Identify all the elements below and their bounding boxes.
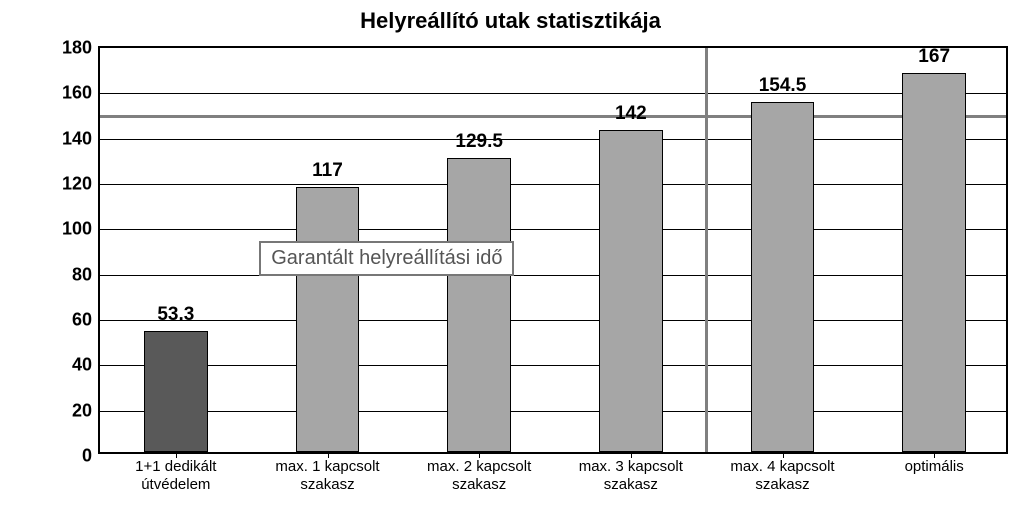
y-tick-label: 180	[62, 38, 100, 59]
bar: 129.5	[447, 158, 511, 452]
bar: 53.3	[144, 331, 208, 452]
gridline	[100, 184, 1006, 185]
y-tick-label: 140	[62, 128, 100, 149]
reference-line	[100, 115, 1006, 118]
chart-title: Helyreállító utak statisztikája	[0, 8, 1021, 34]
plot-area: 02040608010012014016018053.31+1 dedikált…	[98, 46, 1008, 454]
y-tick-label: 60	[72, 310, 100, 331]
bar: 142	[599, 130, 663, 452]
gridline	[100, 365, 1006, 366]
y-tick-label: 120	[62, 174, 100, 195]
x-tick-label: max. 4 kapcsolt szakasz	[730, 452, 834, 494]
bar-value-label: 53.3	[157, 304, 194, 332]
bar-value-label: 167	[918, 46, 950, 74]
gridline	[100, 229, 1006, 230]
bar: 154.5	[751, 102, 815, 452]
y-tick-label: 80	[72, 264, 100, 285]
x-tick-label: max. 2 kapcsolt szakasz	[427, 452, 531, 494]
bar: 167	[902, 73, 966, 452]
y-tick-label: 100	[62, 219, 100, 240]
gridline	[100, 139, 1006, 140]
bar-value-label: 117	[312, 160, 343, 188]
y-tick-label: 0	[82, 446, 100, 467]
y-tick-label: 20	[72, 400, 100, 421]
chart-container: Helyreállító utak statisztikája Helyreál…	[0, 0, 1021, 518]
y-tick-label: 40	[72, 355, 100, 376]
y-tick-label: 160	[62, 83, 100, 104]
annotation-box: Garantált helyreállítási idő	[259, 241, 514, 276]
bar-value-label: 142	[615, 103, 647, 131]
bar-value-label: 129.5	[455, 131, 503, 159]
bar-value-label: 154.5	[759, 75, 807, 103]
x-tick-label: 1+1 dedikált útvédelem	[135, 452, 216, 494]
gridline	[100, 275, 1006, 276]
x-tick-label: optimális	[905, 452, 964, 476]
gridline	[100, 411, 1006, 412]
gridline	[100, 93, 1006, 94]
x-tick-label: max. 1 kapcsolt szakasz	[275, 452, 379, 494]
vertical-separator-line	[705, 48, 708, 452]
x-tick-label: max. 3 kapcsolt szakasz	[579, 452, 683, 494]
gridline	[100, 320, 1006, 321]
bar: 117	[296, 187, 360, 452]
